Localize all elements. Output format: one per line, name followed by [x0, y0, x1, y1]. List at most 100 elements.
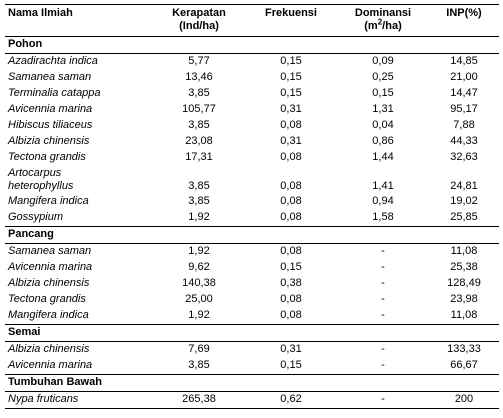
- dominansi-cell: -: [337, 391, 429, 409]
- inp-cell: 128,49: [447, 277, 481, 289]
- table-row: Albizia chinensis 23,08 0,31 0,86 44,33: [5, 134, 499, 150]
- inp-cell: 32,63: [450, 151, 478, 163]
- table-row: Avicennia marina 3,85 0,15 - 66,67: [5, 358, 499, 375]
- inp-cell: 19,02: [450, 195, 478, 207]
- section-title: Tumbuhan Bawah: [5, 374, 499, 392]
- table-row: Azadirachta indica 5,77 0,15 0,09 14,85: [5, 54, 499, 71]
- inp-cell: 25,85: [450, 211, 478, 223]
- kerapatan-cell: 5,77: [188, 55, 210, 67]
- species-name-cell: Samanea saman: [8, 71, 92, 83]
- header-dominansi-unit-post: /ha): [382, 20, 402, 32]
- dominansi-cell: 1,31: [372, 103, 394, 115]
- section-title: Semai: [5, 324, 499, 342]
- table-body: Pohon Azadirachta indica 5,77 0,15 0,09 14,85…: [5, 36, 499, 409]
- table-row: Samanea saman 1,92 0,08 - 11,08: [5, 244, 499, 261]
- dominansi-cell: 0,25: [372, 71, 394, 83]
- dominansi-cell: -: [381, 359, 385, 371]
- dominansi-cell: 0,15: [372, 87, 394, 99]
- species-name-cell: Avicennia marina: [8, 359, 93, 371]
- inp-cell: 44,33: [450, 135, 478, 147]
- inp-cell: 24,81: [450, 180, 478, 192]
- kerapatan-cell: 3,85: [188, 180, 210, 192]
- inp-cell: 7,88: [453, 119, 475, 131]
- dominansi-cell: 0,04: [372, 119, 394, 131]
- table-row: Gossypium 1,92 0,08 1,58 25,85: [5, 210, 499, 227]
- section-title: Pohon: [5, 36, 499, 54]
- frekuensi-cell: 0,62: [245, 391, 337, 409]
- dominansi-cell: -: [381, 309, 385, 321]
- header-dominansi-unit-sup: 2: [377, 17, 383, 27]
- species-name-cell: Gossypium: [8, 211, 64, 223]
- frekuensi-cell: 0,31: [280, 135, 302, 147]
- species-name-cell: Albizia chinensis: [8, 343, 90, 355]
- dominansi-cell: 0,94: [372, 195, 394, 207]
- species-name-line2: heterophyllus: [8, 180, 74, 192]
- inp-cell: 25,38: [450, 261, 478, 273]
- frekuensi-cell: 0,15: [280, 261, 302, 273]
- dominansi-cell: 1,41: [372, 180, 394, 192]
- kerapatan-cell: 265,38: [153, 391, 245, 409]
- frekuensi-cell: 0,08: [280, 180, 302, 192]
- kerapatan-cell: 3,85: [188, 195, 210, 207]
- kerapatan-cell: 13,46: [185, 71, 213, 83]
- header-dominansi: Dominansi (m2/ha): [337, 4, 429, 37]
- species-name-cell: Albizia chinensis: [8, 135, 90, 147]
- species-name-cell: Terminalia catappa: [8, 87, 101, 99]
- kerapatan-cell: 1,92: [188, 245, 210, 257]
- species-name-line1: Artocarpus: [8, 167, 62, 179]
- kerapatan-cell: 17,31: [185, 151, 213, 163]
- frekuensi-cell: 0,08: [280, 211, 302, 223]
- kerapatan-cell: 23,08: [185, 135, 213, 147]
- inp-cell: 95,17: [450, 103, 478, 115]
- table-row: Albizia chinensis 140,38 0,38 - 128,49: [5, 276, 499, 292]
- inp-cell: 133,33: [447, 343, 481, 355]
- inp-cell: 11,08: [450, 309, 478, 321]
- frekuensi-cell: 0,38: [280, 277, 302, 289]
- dominansi-cell: 1,44: [372, 151, 394, 163]
- kerapatan-cell: 9,62: [188, 261, 210, 273]
- kerapatan-cell: 25,00: [185, 293, 213, 305]
- header-kerapatan: Kerapatan (Ind/ha): [153, 4, 245, 37]
- table-row: Mangifera indica 1,92 0,08 - 11,08: [5, 308, 499, 325]
- kerapatan-cell: 140,38: [182, 277, 216, 289]
- kerapatan-cell: 3,85: [188, 359, 210, 371]
- table-header: Nama Ilmiah Kerapatan (Ind/ha) Frekuensi …: [5, 4, 499, 37]
- inp-cell: 21,00: [450, 71, 478, 83]
- dominansi-cell: -: [381, 277, 385, 289]
- species-name-cell: Samanea saman: [8, 245, 92, 257]
- frekuensi-cell: 0,15: [280, 87, 302, 99]
- species-name-cell: Albizia chinensis: [8, 277, 90, 289]
- section-title: Pancang: [5, 226, 499, 244]
- kerapatan-cell: 1,92: [188, 309, 210, 321]
- table-row: Samanea saman 13,46 0,15 0,25 21,00: [5, 70, 499, 86]
- dominansi-cell: -: [381, 245, 385, 257]
- inp-cell: 23,98: [450, 293, 478, 305]
- section-header-row: Pohon: [5, 36, 499, 54]
- frekuensi-cell: 0,31: [280, 103, 302, 115]
- species-name-cell: Azadirachta indica: [8, 55, 98, 67]
- section-header-row: Semai: [5, 324, 499, 342]
- table-row: Hibiscus tiliaceus 3,85 0,08 0,04 7,88: [5, 118, 499, 134]
- frekuensi-cell: 0,08: [280, 309, 302, 321]
- inp-cell: 14,85: [450, 55, 478, 67]
- dominansi-cell: -: [381, 261, 385, 273]
- header-dominansi-unit-pre: (m: [364, 20, 378, 32]
- kerapatan-cell: 3,85: [188, 119, 210, 131]
- table-row: Tectona grandis 25,00 0,08 - 23,98: [5, 292, 499, 308]
- dominansi-cell: 0,09: [372, 55, 394, 67]
- dominansi-cell: 1,58: [372, 211, 394, 223]
- inp-cell: 200: [429, 391, 499, 409]
- table-row: Terminalia catappa 3,85 0,15 0,15 14,47: [5, 86, 499, 102]
- kerapatan-cell: 105,77: [182, 103, 216, 115]
- header-kerapatan-line2: (Ind/ha): [179, 20, 219, 32]
- species-name-cell: Mangifera indica: [8, 195, 89, 207]
- kerapatan-cell: 1,92: [188, 211, 210, 223]
- species-name-cell: Avicennia marina: [8, 103, 93, 115]
- section-header-row: Pancang: [5, 226, 499, 244]
- frekuensi-cell: 0,08: [280, 293, 302, 305]
- frekuensi-cell: 0,08: [280, 119, 302, 131]
- frekuensi-cell: 0,15: [280, 359, 302, 371]
- frekuensi-cell: 0,08: [280, 245, 302, 257]
- table-row: Albizia chinensis 7,69 0,31 - 133,33: [5, 342, 499, 359]
